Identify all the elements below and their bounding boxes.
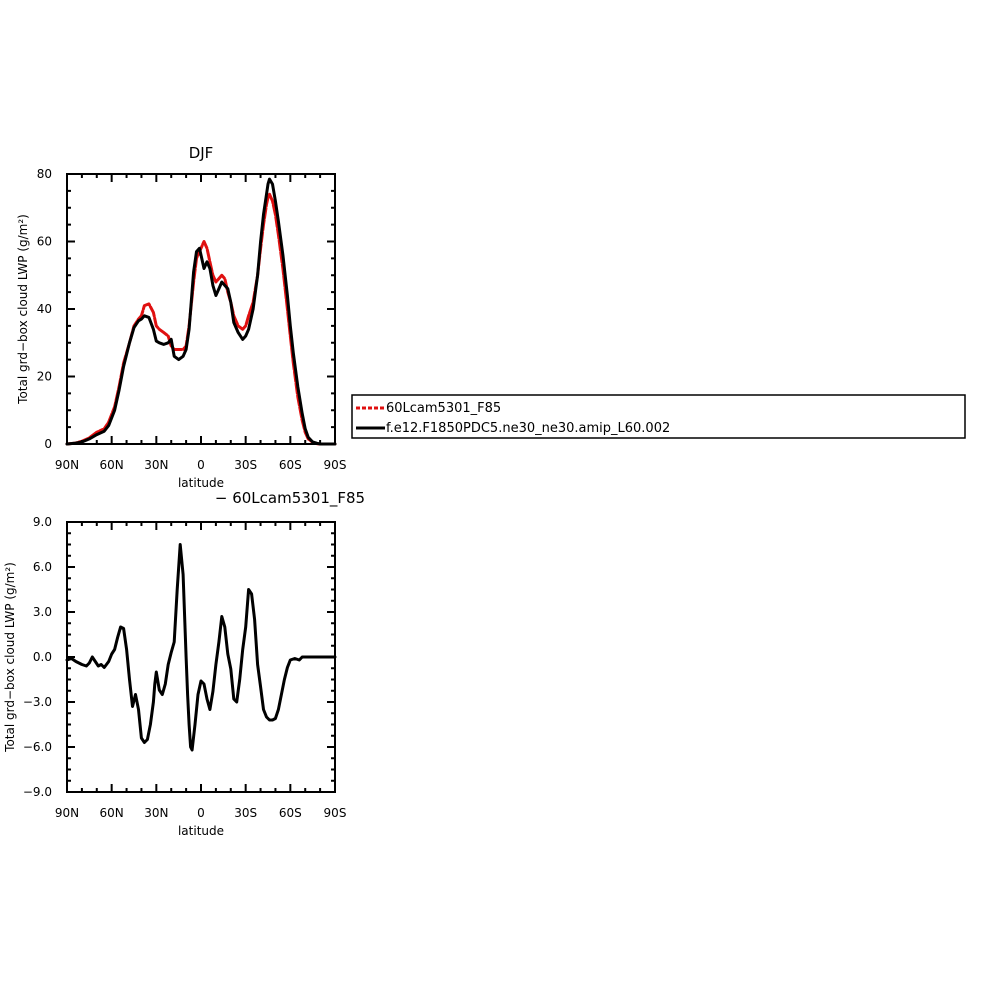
- y-tick-label: −9.0: [23, 785, 52, 799]
- top-xlabel: latitude: [178, 476, 224, 490]
- x-tick-label: 0: [197, 806, 205, 820]
- y-tick-label: 60: [37, 235, 52, 249]
- y-tick-label: 20: [37, 370, 52, 384]
- top-title: DJF: [189, 144, 214, 162]
- series-line-0-0: [65, 192, 337, 446]
- y-tick-label: 9.0: [33, 515, 52, 529]
- y-tick-label: 6.0: [33, 560, 52, 574]
- x-tick-label: 30S: [234, 806, 257, 820]
- y-tick-label: 3.0: [33, 605, 52, 619]
- x-tick-label: 30N: [144, 458, 168, 472]
- top-y-axis: 0 20 40 60 80: [37, 167, 336, 451]
- x-tick-label: 90N: [55, 458, 79, 472]
- bottom-ylabel: Total grd−box cloud LWP (g/m²): [3, 562, 17, 753]
- x-tick-label: 60S: [279, 806, 302, 820]
- series-line-0-1: [65, 177, 337, 446]
- top-frame: [66, 173, 336, 445]
- top-x-axis: 90N 60N 30N 0 30S 60S 90S: [55, 173, 347, 472]
- legend-label-ref: 60Lcam5301_F85: [386, 401, 501, 416]
- x-tick-label: 0: [197, 458, 205, 472]
- x-tick-label: 60S: [279, 458, 302, 472]
- y-tick-label: 0.0: [33, 650, 52, 664]
- y-tick-label: 80: [37, 167, 52, 181]
- y-tick-label: 0: [44, 437, 52, 451]
- x-tick-label: 30N: [144, 806, 168, 820]
- bottom-plot-area: [65, 543, 337, 752]
- bottom-xlabel: latitude: [178, 824, 224, 838]
- bottom-x-axis: 90N 60N 30N 0 30S 60S 90S: [55, 521, 347, 820]
- bottom-y-axis: 9.0 6.0 3.0 0.0 −3.0 −6.0 −9.0: [23, 515, 336, 799]
- bottom-panel: − 60Lcam5301_F85 90N 60N 30N 0 30S 60S 90S 9.0…: [3, 489, 365, 838]
- top-panel: DJF 90N 60N 30N 0 30S 60S 90S 0 20 40 60 80 latitu…: [16, 144, 346, 490]
- x-tick-label: 90N: [55, 806, 79, 820]
- bottom-title: − 60Lcam5301_F85: [215, 489, 365, 508]
- y-tick-label: −6.0: [23, 740, 52, 754]
- top-ylabel: Total grd−box cloud LWP (g/m²): [16, 214, 30, 405]
- x-tick-label: 60N: [100, 806, 124, 820]
- legend: 60Lcam5301_F85 f.e12.F1850PDC5.ne30_ne30…: [351, 394, 966, 439]
- y-tick-label: 40: [37, 302, 52, 316]
- top-plot-area: [65, 177, 337, 446]
- x-tick-label: 30S: [234, 458, 257, 472]
- x-tick-label: 90S: [324, 806, 347, 820]
- x-tick-label: 60N: [100, 458, 124, 472]
- y-tick-label: −3.0: [23, 695, 52, 709]
- legend-box: [351, 394, 966, 439]
- legend-label-cntl: f.e12.F1850PDC5.ne30_ne30.amip_L60.002: [386, 421, 670, 436]
- series-line-1-0: [65, 543, 337, 752]
- x-tick-label: 90S: [324, 458, 347, 472]
